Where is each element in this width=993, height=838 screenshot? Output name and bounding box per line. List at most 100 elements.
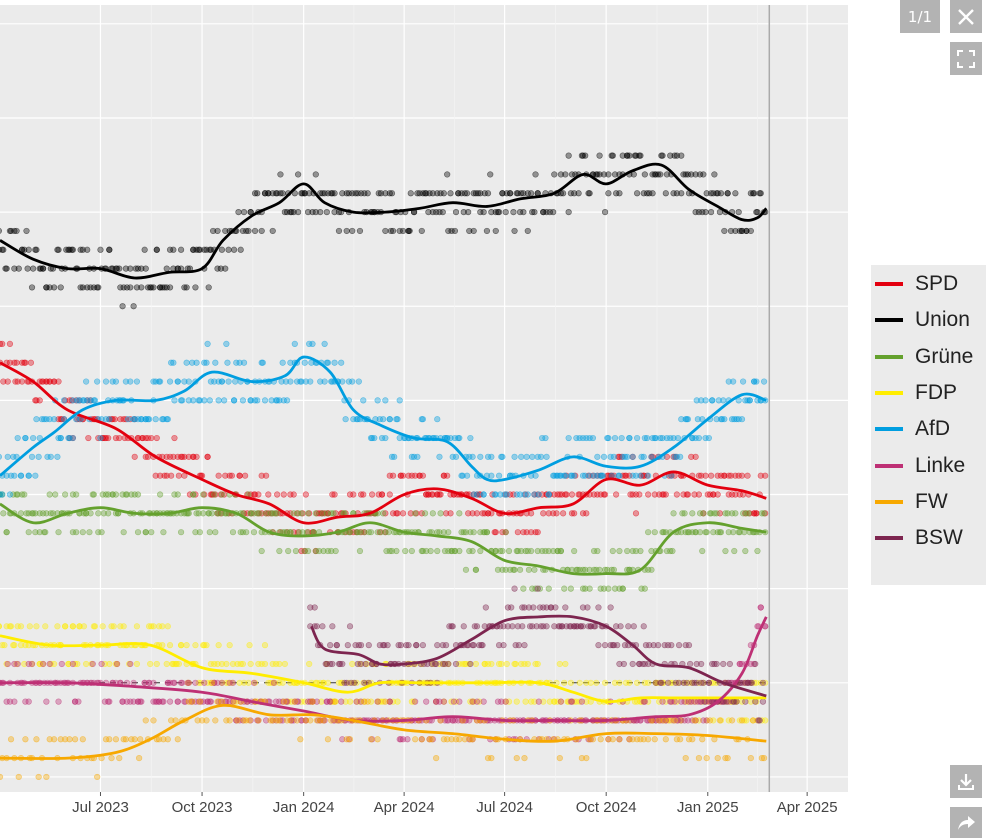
poll-point <box>102 491 110 498</box>
poll-point <box>645 566 652 573</box>
poll-point <box>312 209 319 216</box>
poll-point <box>192 284 199 291</box>
poll-point <box>659 491 666 498</box>
poll-point <box>28 453 36 460</box>
poll-point <box>553 510 560 517</box>
poll-point <box>699 736 706 743</box>
poll-point <box>515 642 523 649</box>
poll-point <box>532 585 539 592</box>
poll-point <box>170 679 177 686</box>
poll-point <box>645 472 652 479</box>
poll-point <box>521 642 528 649</box>
poll-point <box>120 623 127 630</box>
poll-point <box>470 529 477 536</box>
poll-point <box>473 623 481 630</box>
share-button[interactable] <box>950 807 982 838</box>
fullscreen-button[interactable] <box>950 42 982 75</box>
poll-point <box>73 529 80 536</box>
close-icon <box>958 8 974 25</box>
poll-point <box>71 660 79 668</box>
poll-point <box>269 510 276 517</box>
poll-point <box>374 529 381 536</box>
poll-point <box>402 547 409 555</box>
poll-point <box>678 152 685 159</box>
poll-point <box>274 510 281 517</box>
poll-point <box>302 491 309 498</box>
poll-point <box>280 698 287 705</box>
poll-point <box>312 510 319 517</box>
download-button[interactable] <box>950 765 982 798</box>
poll-point <box>388 190 396 197</box>
poll-point <box>429 209 436 216</box>
poll-point <box>285 547 292 555</box>
poll-point <box>418 510 425 517</box>
poll-point <box>193 246 200 253</box>
poll-point <box>290 491 297 498</box>
poll-point <box>408 547 415 555</box>
poll-point <box>267 510 274 517</box>
poll-point <box>185 453 192 460</box>
poll-point <box>423 547 430 555</box>
poll-point <box>128 491 135 498</box>
legend-label-fw: FW <box>915 490 948 513</box>
poll-point <box>80 623 88 630</box>
poll-point <box>499 190 506 197</box>
poll-point <box>101 660 108 668</box>
poll-point <box>14 491 21 498</box>
poll-point <box>469 453 476 460</box>
poll-point <box>658 152 665 159</box>
poll-point <box>292 547 300 555</box>
poll-point <box>346 698 354 705</box>
poll-point <box>510 491 517 498</box>
poll-point <box>362 660 369 668</box>
poll-point <box>0 642 6 649</box>
poll-point <box>120 284 127 291</box>
poll-point <box>153 246 160 253</box>
poll-point <box>386 472 393 479</box>
poll-point <box>742 698 749 705</box>
poll-point <box>492 227 499 235</box>
poll-point <box>230 246 238 253</box>
poll-point <box>222 227 229 235</box>
poll-point <box>536 585 544 592</box>
poll-point <box>725 472 732 479</box>
poll-point <box>181 453 188 460</box>
poll-point <box>509 623 516 630</box>
poll-point <box>25 698 32 705</box>
poll-point <box>583 755 590 762</box>
poll-point <box>356 547 364 555</box>
poll-point <box>684 171 691 178</box>
poll-point <box>2 265 9 272</box>
poll-point <box>224 359 231 366</box>
poll-point <box>738 227 746 235</box>
poll-point <box>641 698 648 705</box>
poll-point <box>565 152 572 159</box>
poll-point <box>450 698 457 705</box>
poll-point <box>349 660 356 668</box>
poll-point <box>153 660 160 668</box>
poll-point <box>532 529 539 536</box>
poll-point <box>24 265 31 272</box>
poll-point <box>442 642 450 649</box>
poll-point <box>51 660 58 668</box>
poll-point <box>671 152 678 159</box>
poll-point <box>371 434 378 442</box>
legend-swatch-fdp <box>875 391 903 395</box>
poll-point <box>95 529 102 536</box>
poll-point <box>173 660 180 668</box>
poll-point <box>641 171 648 178</box>
poll-point <box>659 529 666 536</box>
poll-point <box>726 660 733 668</box>
poll-point <box>714 491 721 498</box>
poll-point <box>225 378 232 385</box>
poll-point <box>445 660 452 668</box>
poll-point <box>692 529 699 536</box>
poll-point <box>396 397 403 404</box>
poll-point <box>524 227 531 235</box>
poll-point <box>738 717 746 724</box>
legend-label-gruene: Grüne <box>915 345 974 368</box>
poll-point <box>342 416 349 423</box>
poll-point <box>218 698 226 705</box>
close-button[interactable] <box>950 0 982 33</box>
poll-point <box>436 453 443 460</box>
